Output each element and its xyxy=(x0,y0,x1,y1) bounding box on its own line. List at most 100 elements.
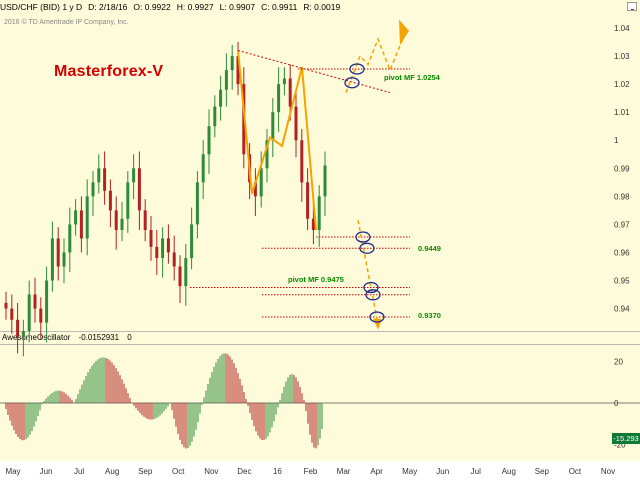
range-label: R: 0.0019 xyxy=(303,2,341,12)
date-label: D: 2/18/16 xyxy=(88,2,128,12)
candle-body xyxy=(265,140,269,169)
candle-body xyxy=(190,224,194,259)
candle-body xyxy=(166,238,170,253)
candle-body xyxy=(288,78,292,107)
x-tick-label: Mar xyxy=(337,467,351,476)
projection-down-line xyxy=(357,220,379,325)
symbol-label[interactable]: USD/CHF (BID) 1 y D xyxy=(0,2,83,12)
y-tick-label: 1 xyxy=(614,136,619,145)
y-tick-label: 1.01 xyxy=(614,108,630,117)
candle-body xyxy=(195,182,199,225)
x-tick-label: May xyxy=(5,467,20,476)
marker-ellipse xyxy=(355,231,371,243)
x-tick-label: Oct xyxy=(172,467,185,476)
candle-body xyxy=(27,294,31,331)
open-label: O: 0.9922 xyxy=(133,2,171,12)
y-tick-label: 0.94 xyxy=(614,305,630,314)
candle-body xyxy=(311,218,315,231)
x-tick-label: Jul xyxy=(471,467,481,476)
candle-body xyxy=(207,126,211,155)
candle-body xyxy=(4,302,8,309)
candle-body xyxy=(79,210,83,239)
candle-body xyxy=(91,182,95,197)
marker-ellipse xyxy=(349,63,365,75)
ohlc-header: USD/CHF (BID) 1 y D D: 2/18/16 O: 0.9922… xyxy=(0,0,346,14)
x-tick-label: Feb xyxy=(304,467,318,476)
annotation-label: 0.9370 xyxy=(418,311,441,320)
marker-ellipse xyxy=(365,289,381,301)
y-tick-label: 1.02 xyxy=(614,80,630,89)
oscillator-title: AwesomeOscillator -0.0152931 0 xyxy=(2,333,138,342)
candle-body xyxy=(137,168,141,211)
candle-body xyxy=(259,168,263,197)
y-tick-label: 0.97 xyxy=(614,220,630,229)
x-tick-label: Nov xyxy=(204,467,218,476)
candle-body xyxy=(97,168,101,183)
x-tick-label: Nov xyxy=(601,467,615,476)
candle-body xyxy=(184,258,188,287)
candle-body xyxy=(282,78,286,85)
x-tick-label: 16 xyxy=(273,467,282,476)
oscillator-value: -0.0152931 xyxy=(78,333,120,342)
candle-body xyxy=(45,280,49,323)
candle-body xyxy=(213,106,217,127)
candle-body xyxy=(224,70,228,90)
maximize-icon[interactable] xyxy=(627,2,637,11)
candle-body xyxy=(21,331,25,337)
brand-label: Masterforex-V xyxy=(54,63,164,80)
candle-body xyxy=(39,308,43,323)
candle-body xyxy=(294,106,298,141)
y-tick-label: 1.04 xyxy=(614,24,630,33)
x-tick-label: Jun xyxy=(40,467,53,476)
y-tick-label: 0.99 xyxy=(614,164,630,173)
candle-body xyxy=(62,252,66,267)
candle-body xyxy=(300,140,304,183)
candle-body xyxy=(50,238,54,281)
candle-body xyxy=(114,210,118,231)
candle-body xyxy=(120,218,124,231)
candle-body xyxy=(68,224,72,253)
x-tick-label: Sep xyxy=(535,467,550,476)
low-label: L: 0.9907 xyxy=(219,2,256,12)
candle-body xyxy=(33,294,37,309)
x-tick-label: Jul xyxy=(74,467,84,476)
x-tick-label: Dec xyxy=(237,467,251,476)
candle-body xyxy=(172,252,176,267)
copyright-notice: 2016 © TD Ameritrade IP Company, Inc. xyxy=(4,19,129,26)
y-tick-label: 0.95 xyxy=(614,277,630,286)
x-tick-label: Sep xyxy=(138,467,153,476)
close-label: C: 0.9911 xyxy=(261,2,298,12)
marker-ellipse xyxy=(369,311,385,323)
candle-body xyxy=(56,238,60,267)
marker-ellipse xyxy=(359,242,375,254)
x-tick-label: Apr xyxy=(370,467,383,476)
y-tick-label: 0.98 xyxy=(614,192,630,201)
osc-y-tick-label: 0 xyxy=(614,399,619,408)
price-chart-panel[interactable] xyxy=(0,0,640,331)
candle-body xyxy=(108,190,112,211)
candle-body xyxy=(143,210,147,231)
arrow-up-icon xyxy=(399,19,409,45)
candle-body xyxy=(149,230,153,247)
candle-body xyxy=(230,56,234,71)
x-tick-label: Aug xyxy=(105,467,119,476)
annotation-label: pivot MF 0.9475 xyxy=(288,275,344,284)
candle-body xyxy=(253,182,257,197)
oscillator-extra: 0 xyxy=(127,333,132,342)
oscillator-header: AwesomeOscillator -0.0152931 0 xyxy=(0,331,640,345)
high-label: H: 0.9927 xyxy=(176,2,214,12)
candle-body xyxy=(178,266,182,287)
candle-body xyxy=(271,112,275,141)
x-tick-label: Jun xyxy=(436,467,449,476)
annotation-label: pivot MF 1.0254 xyxy=(384,73,441,82)
wave-line xyxy=(237,50,317,231)
osc-y-tick-label: -20 xyxy=(614,440,626,449)
x-tick-label: Aug xyxy=(502,467,516,476)
oscillator-badge: -15.293 xyxy=(612,433,640,444)
candle-body xyxy=(155,246,159,259)
trend-line xyxy=(237,49,391,94)
projection-up-line xyxy=(345,33,406,93)
candle-body xyxy=(126,182,130,219)
candle-body xyxy=(161,238,165,259)
